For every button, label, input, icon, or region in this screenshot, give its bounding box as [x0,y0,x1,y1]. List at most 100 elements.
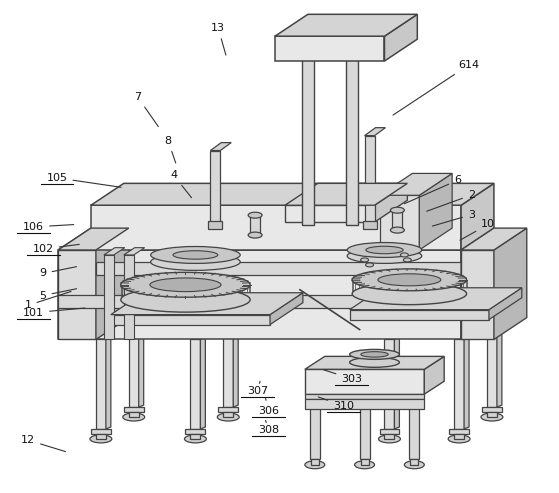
Text: 101: 101 [23,308,85,317]
Ellipse shape [390,207,404,213]
Polygon shape [96,228,129,340]
Polygon shape [139,316,144,407]
Bar [191,434,200,439]
Polygon shape [449,429,469,434]
Text: 7: 7 [134,92,158,127]
Polygon shape [461,250,494,340]
Bar [385,434,395,439]
Polygon shape [461,228,527,250]
Bar [454,434,464,439]
Text: 310: 310 [318,397,354,411]
Text: 308: 308 [258,421,279,435]
Polygon shape [385,14,418,61]
Polygon shape [375,183,408,222]
Ellipse shape [248,232,262,238]
Ellipse shape [305,461,325,469]
Ellipse shape [121,272,250,297]
Polygon shape [91,183,494,205]
Polygon shape [124,247,145,255]
Polygon shape [487,317,497,407]
Ellipse shape [361,258,368,262]
Polygon shape [106,338,111,429]
Polygon shape [461,228,494,340]
Ellipse shape [361,352,388,357]
Text: 614: 614 [393,60,479,115]
Polygon shape [461,240,494,275]
Polygon shape [275,14,418,36]
Text: 1: 1 [25,291,71,310]
Text: 106: 106 [23,222,74,232]
Polygon shape [58,228,494,250]
Polygon shape [482,407,502,412]
Bar [364,136,375,225]
Polygon shape [124,407,144,412]
Polygon shape [305,356,444,369]
Polygon shape [461,273,494,308]
Text: 10: 10 [460,219,495,240]
Polygon shape [111,315,270,324]
Polygon shape [233,316,238,407]
Polygon shape [91,429,111,434]
Text: 2: 2 [427,190,475,211]
Ellipse shape [481,413,503,421]
Bar [96,434,106,439]
Text: 4: 4 [170,171,192,198]
Polygon shape [219,407,238,412]
Polygon shape [380,195,419,250]
Polygon shape [395,338,399,429]
Polygon shape [200,338,205,429]
Text: 12: 12 [21,435,65,452]
Text: 102: 102 [32,244,79,254]
Polygon shape [191,340,200,429]
Ellipse shape [123,413,145,421]
Bar [361,459,368,465]
Text: 8: 8 [165,136,176,163]
Text: 3: 3 [432,210,475,226]
Ellipse shape [90,435,112,443]
Ellipse shape [390,227,404,233]
Polygon shape [385,340,395,429]
Ellipse shape [347,248,422,263]
Polygon shape [111,293,303,315]
Polygon shape [489,288,522,319]
Bar [359,394,369,459]
Polygon shape [497,316,502,407]
Polygon shape [58,250,96,340]
Polygon shape [129,317,139,407]
Ellipse shape [404,258,411,262]
Ellipse shape [400,253,409,257]
Bar [363,221,377,229]
Bar [124,255,134,340]
Ellipse shape [121,287,250,312]
Bar [302,51,314,225]
Text: 306: 306 [258,398,279,416]
Polygon shape [58,228,129,250]
Polygon shape [494,228,527,340]
Ellipse shape [349,357,399,367]
Text: 9: 9 [40,267,77,279]
Bar [223,412,233,417]
Ellipse shape [150,253,240,270]
Bar [210,150,220,225]
Polygon shape [464,338,469,429]
Polygon shape [424,356,444,394]
Ellipse shape [150,278,221,292]
Polygon shape [419,174,452,250]
Ellipse shape [352,269,467,291]
Text: 307: 307 [247,381,268,396]
Polygon shape [364,128,386,136]
Polygon shape [275,36,385,61]
Bar [345,51,358,225]
Bar [104,255,114,340]
Polygon shape [186,429,205,434]
Polygon shape [96,340,106,429]
Polygon shape [285,205,375,222]
Ellipse shape [366,263,373,267]
Polygon shape [454,340,464,429]
Polygon shape [104,247,125,255]
Polygon shape [96,262,461,275]
Polygon shape [210,142,231,150]
Ellipse shape [150,246,240,263]
Text: 6: 6 [404,176,461,204]
Bar [311,459,319,465]
